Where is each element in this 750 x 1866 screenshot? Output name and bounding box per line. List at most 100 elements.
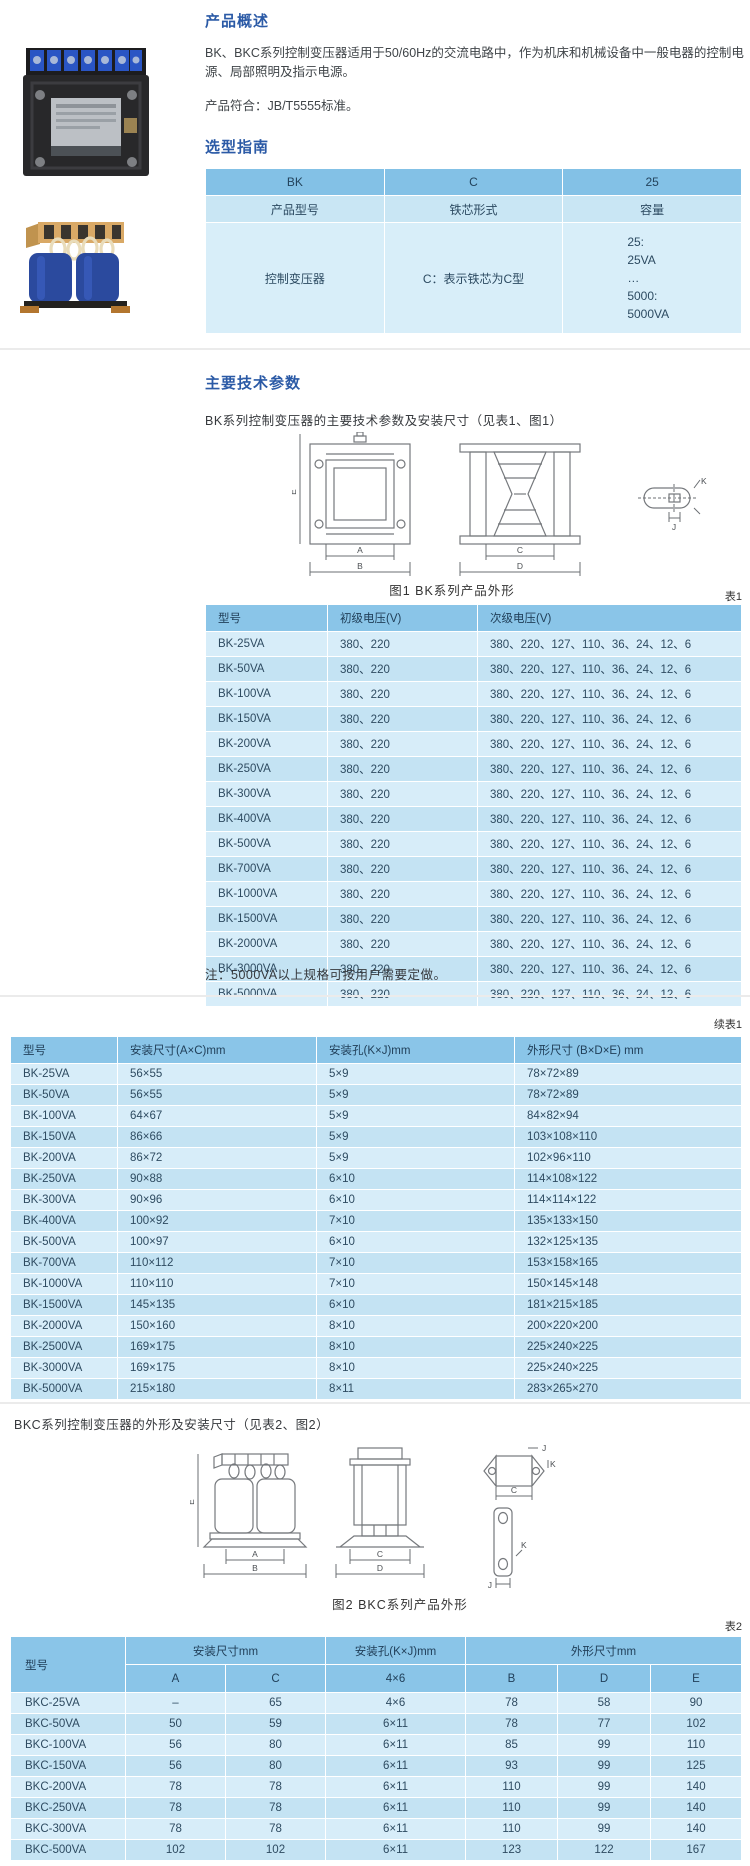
bk-intro-text: BK系列控制变压器的主要技术参数及安装尺寸（见表1、图1） bbox=[205, 414, 563, 428]
table-cell: 56×55 bbox=[117, 1063, 317, 1085]
table-cell: 380、220 bbox=[327, 881, 478, 907]
table-row: BKC-25VA –65 4×6 78 58 90 bbox=[10, 1692, 742, 1714]
table-cell: 78 bbox=[465, 1713, 559, 1735]
table-cell: 90×88 bbox=[117, 1168, 317, 1190]
table-cell: 380、220 bbox=[327, 906, 478, 932]
table-cell: 6×10 bbox=[316, 1189, 515, 1211]
figure1-caption: 图1 BK系列产品外形 bbox=[389, 584, 515, 598]
table-cell: C bbox=[383, 168, 564, 196]
table-cell: 380、220 bbox=[327, 681, 478, 707]
table-row: BK-25VA 380、220 380、220、127、110、36、24、12、6 bbox=[205, 631, 742, 657]
table-cell: 380、220、127、110、36、24、12、6 bbox=[477, 781, 742, 807]
table-row: BKC-250VA 78 78 6×11 110 99 140 bbox=[10, 1797, 742, 1819]
table-cell: 380、220 bbox=[327, 856, 478, 882]
table-cell: BKC-50VA bbox=[10, 1713, 126, 1735]
table-cell: BK-250VA bbox=[10, 1168, 118, 1190]
table-header-row: 型号 安装尺寸(A×C)mm 安装孔(K×J)mm 外形尺寸 (B×D×E) m… bbox=[10, 1036, 742, 1064]
dim-label-j: J bbox=[542, 1443, 546, 1453]
table-cell: 102 bbox=[125, 1839, 226, 1861]
table-cell: BK-200VA bbox=[10, 1147, 118, 1169]
table-cell: 380、220、127、110、36、24、12、6 bbox=[477, 656, 742, 682]
table-cell: 99 bbox=[557, 1818, 652, 1840]
table-cell: 380、220、127、110、36、24、12、6 bbox=[477, 756, 742, 782]
table-cell: 6×10 bbox=[316, 1294, 515, 1316]
table-cell: 84×82×94 bbox=[514, 1105, 742, 1127]
table-cell: 380、220、127、110、36、24、12、6 bbox=[477, 681, 742, 707]
table-cell: BKC-300VA bbox=[10, 1818, 126, 1840]
table-row: BK-200VA 86×72 5×9 102×96×110 bbox=[10, 1147, 742, 1169]
bk-voltage-table: 型号 初级电压(V) 次级电压(V) BK-25VA 380、220 380、220… bbox=[205, 604, 742, 1007]
figure2-outline-drawing: E A B C D J K bbox=[190, 1443, 556, 1590]
table-cell: BK-1500VA bbox=[10, 1294, 118, 1316]
table-cell: – bbox=[125, 1692, 226, 1714]
table-cell: 80 bbox=[224, 1734, 327, 1756]
table-cell: BKC-100VA bbox=[10, 1734, 126, 1756]
table-cell: 6×11 bbox=[325, 1839, 467, 1861]
table-cell: BKC-500VA bbox=[10, 1839, 126, 1861]
table-cell: BK-1000VA bbox=[10, 1273, 118, 1295]
table-cell: 93 bbox=[465, 1755, 559, 1777]
table-row: BK-250VA 380、220 380、220、127、110、36、24、12、… bbox=[205, 756, 742, 782]
bkc-dimensions-table: 型号 安装尺寸mm 安装孔(K×J)mm 外形尺寸mm A C 4×6 B D … bbox=[10, 1636, 742, 1861]
table-cell: 80 bbox=[224, 1755, 327, 1777]
table-row: BK-300VA 90×96 6×10 114×114×122 bbox=[10, 1189, 742, 1211]
table-cell: BK-300VA bbox=[10, 1189, 118, 1211]
table-cell: 5×9 bbox=[316, 1063, 515, 1085]
table-row: BK-250VA 90×88 6×10 114×108×122 bbox=[10, 1168, 742, 1190]
table-cell: 122 bbox=[557, 1839, 652, 1861]
table-cell: 110 bbox=[465, 1818, 559, 1840]
table-header-row: 型号 初级电压(V) 次级电压(V) bbox=[205, 604, 742, 632]
table-cell: 5×9 bbox=[316, 1105, 515, 1127]
table-cell: 7×10 bbox=[316, 1210, 515, 1232]
table-cell: 380、220 bbox=[327, 631, 478, 657]
table-cell: 125 bbox=[650, 1755, 742, 1777]
table-cell: 99 bbox=[557, 1734, 652, 1756]
table-cell: 110×110 bbox=[117, 1273, 317, 1295]
table-cell: 380、220、127、110、36、24、12、6 bbox=[477, 881, 742, 907]
table-cell: 167 bbox=[650, 1839, 742, 1861]
table-cell: 102 bbox=[650, 1713, 742, 1735]
table-cell: 25: 25VA … 5000: 5000VA bbox=[562, 222, 742, 334]
table-cell: 5×9 bbox=[316, 1147, 515, 1169]
table-cell: 外形尺寸 (B×D×E) mm bbox=[514, 1036, 742, 1064]
table-cell: BK-25VA bbox=[205, 631, 328, 657]
table-row: BKC-500VA 102 102 6×11 123 122 167 bbox=[10, 1839, 742, 1861]
section-divider bbox=[0, 1402, 750, 1404]
figure1-outline-drawing: E A B C D K J bbox=[292, 432, 707, 576]
table-row: BK-2000VA 380、220 380、220、127、110、36、24、12… bbox=[205, 931, 742, 957]
table-row: BK-500VA 380、220 380、220、127、110、36、24、12、… bbox=[205, 831, 742, 857]
table-cell: 215×180 bbox=[117, 1378, 317, 1400]
dim-label-c: C bbox=[377, 1549, 383, 1559]
table-cell: BK-50VA bbox=[205, 656, 328, 682]
table-cell: 380、220、127、110、36、24、12、6 bbox=[477, 731, 742, 757]
table-cell: 110 bbox=[465, 1797, 559, 1819]
table-cell: 380、220、127、110、36、24、12、6 bbox=[477, 981, 742, 1007]
table-cell: BK-400VA bbox=[10, 1210, 118, 1232]
table-cell: C bbox=[224, 1664, 327, 1693]
table-row: BK-1500VA 380、220 380、220、127、110、36、24、12… bbox=[205, 906, 742, 932]
bk-dimensions-table: 型号 安装尺寸(A×C)mm 安装孔(K×J)mm 外形尺寸 (B×D×E) m… bbox=[10, 1036, 742, 1400]
table-cell: 380、220 bbox=[327, 656, 478, 682]
table-cell: 78×72×89 bbox=[514, 1063, 742, 1085]
table-row: BK-3000VA 380、220 380、220、127、110、36、24、12… bbox=[205, 956, 742, 982]
table-row: BK-2500VA 169×175 8×10 225×240×225 bbox=[10, 1336, 742, 1358]
section-divider bbox=[0, 995, 750, 997]
table-cell: BK-3000VA bbox=[10, 1357, 118, 1379]
table1-tag: 表1 bbox=[724, 591, 742, 603]
table-row: BK-100VA 380、220 380、220、127、110、36、24、12、… bbox=[205, 681, 742, 707]
table-row: BKC-100VA 56 80 6×11 85 99 110 bbox=[10, 1734, 742, 1756]
table-cell: 8×10 bbox=[316, 1315, 515, 1337]
table-cell: 380、220 bbox=[327, 931, 478, 957]
table-cell: BK-100VA bbox=[205, 681, 328, 707]
table-cell: 型号 bbox=[10, 1036, 118, 1064]
table-cell: 283×265×270 bbox=[514, 1378, 742, 1400]
table-cell: 380、220 bbox=[327, 781, 478, 807]
table-cell: E bbox=[650, 1664, 742, 1693]
table-cell: 169×175 bbox=[117, 1357, 317, 1379]
table-cell: 380、220、127、110、36、24、12、6 bbox=[477, 831, 742, 857]
standard-line: 产品符合：JB/T5555标准。 bbox=[205, 99, 359, 113]
table-cell: 产品型号 bbox=[205, 195, 385, 223]
dim-label-c: C bbox=[511, 1485, 517, 1495]
table-cell: 145×135 bbox=[117, 1294, 317, 1316]
table-row: BK-5000VA380、220380、220、127、110、36、24、12… bbox=[205, 981, 742, 1007]
